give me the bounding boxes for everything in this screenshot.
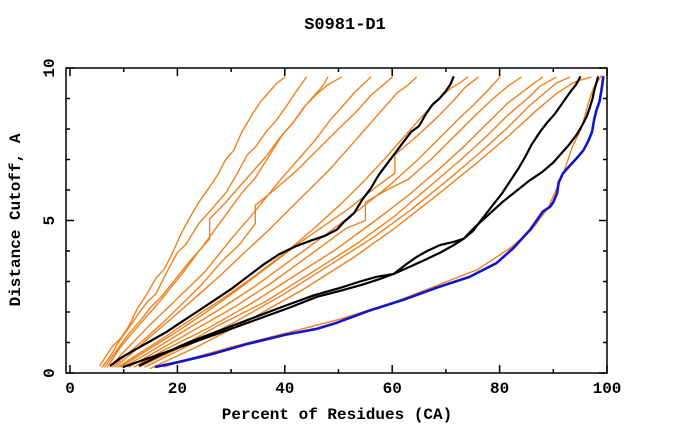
curve-model-13: [139, 76, 557, 368]
x-axis-label: Percent of Residues (CA): [222, 406, 452, 424]
curve-black-1: [109, 76, 455, 367]
curve-black-2: [122, 76, 582, 368]
curve-model-09: [120, 76, 479, 368]
curve-model-16: [163, 74, 603, 368]
curve-model-11: [128, 76, 522, 368]
x-tick-label: 100: [593, 380, 622, 398]
curve-model-07: [114, 76, 418, 368]
x-tick-label: 40: [275, 380, 294, 398]
x-tick-label: 20: [168, 380, 187, 398]
x-tick-label: 0: [65, 380, 75, 398]
curve-model-10: [122, 76, 501, 368]
x-tick-label: 60: [383, 380, 402, 398]
curve-model-01: [99, 76, 286, 367]
y-tick-label: 10: [41, 58, 59, 77]
curve-black-3: [138, 76, 600, 367]
curve-model-05: [109, 76, 372, 368]
curve-model-06: [112, 76, 393, 368]
x-tick-label: 80: [490, 380, 509, 398]
y-tick-label: 0: [41, 368, 59, 378]
curve-model-12: [133, 76, 544, 368]
y-tick-label: 5: [41, 216, 59, 226]
curve-model-08: [117, 76, 469, 368]
curve-model-14: [144, 76, 571, 368]
curve-model-02: [101, 76, 307, 368]
y-axis-label: Distance Cutoff, A: [7, 133, 25, 306]
curve-model-04: [106, 76, 342, 368]
plot-layer: 0 20 40 60 80 100 0 5 10: [41, 58, 621, 398]
curve-blue-1: [154, 75, 605, 369]
curve-model-15: [149, 76, 592, 370]
chart-title: S0981-D1: [304, 16, 386, 35]
